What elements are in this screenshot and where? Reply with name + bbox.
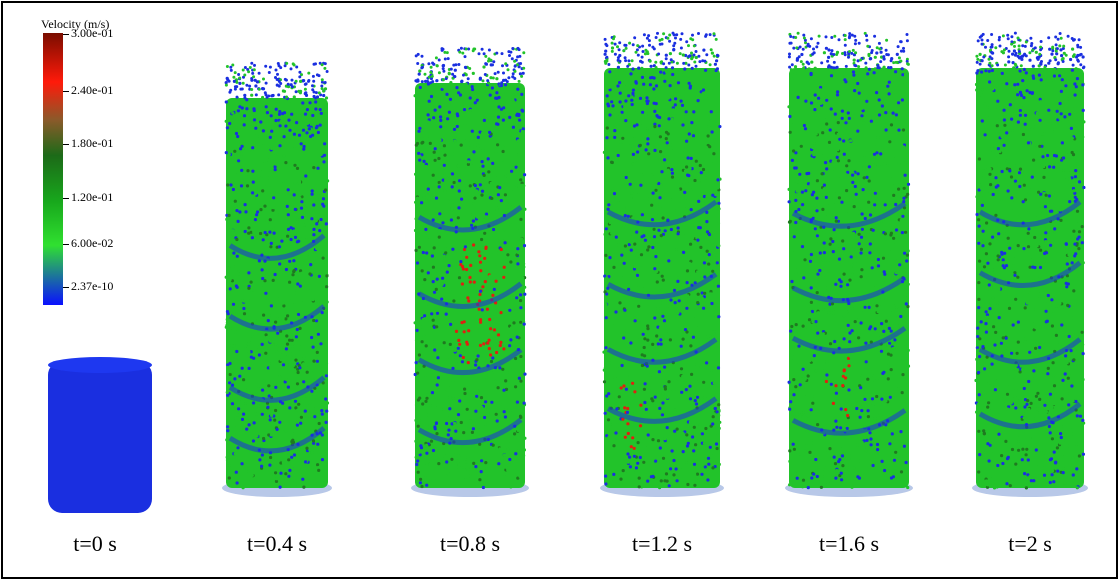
time-label-5: t=2 s	[1008, 531, 1052, 556]
snapshot-t0	[48, 357, 152, 513]
color-bar	[43, 33, 63, 305]
snapshot-t12	[600, 31, 724, 497]
snapshot-t2	[972, 31, 1088, 497]
particle-snapshots	[48, 31, 1088, 513]
time-label-3: t=1.2 s	[631, 531, 693, 556]
legend-tick-2: 2.40e-01	[63, 84, 113, 96]
velocity-legend: Velocity (m/s) 3.00e-01 2.40e-01 1.80e-0…	[41, 17, 191, 317]
legend-tick-3: 1.80e-01	[63, 137, 113, 149]
time-label-0: t=0 s	[73, 531, 117, 556]
time-label-2: t=0.8 s	[439, 531, 501, 556]
snapshot-t08	[411, 46, 529, 497]
time-label-1: t=0.4 s	[246, 531, 308, 556]
legend-tick-5: 6.00e-02	[63, 237, 113, 249]
snapshot-t04	[222, 61, 332, 497]
snapshot-t16	[785, 31, 913, 497]
time-label-4: t=1.6 s	[818, 531, 880, 556]
legend-tick-max: 3.00e-01	[63, 27, 113, 39]
legend-tick-4: 1.20e-01	[63, 191, 113, 203]
legend-tick-min: 2.37e-10	[63, 280, 113, 292]
